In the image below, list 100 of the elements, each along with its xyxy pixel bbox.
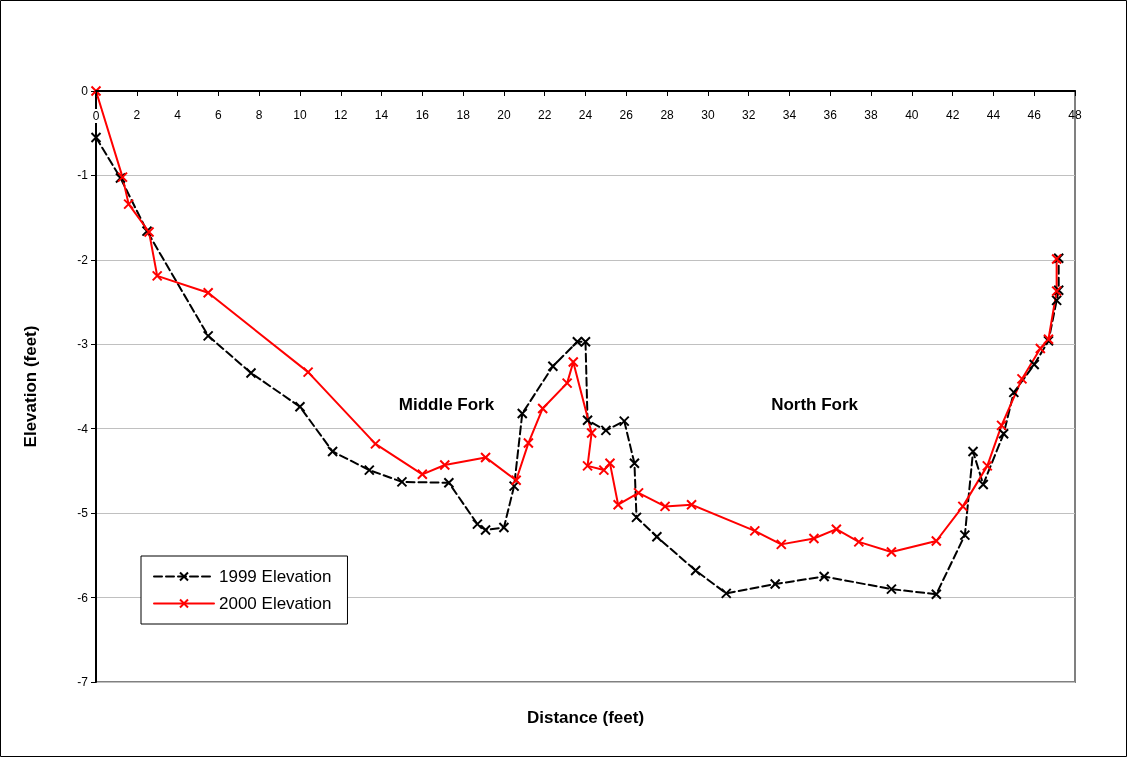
- x-tick-label: 30: [701, 108, 715, 122]
- point: [363, 464, 375, 476]
- y-axis-title: Elevation (feet): [20, 325, 40, 448]
- point: [930, 588, 942, 600]
- point: [327, 446, 339, 458]
- point: [957, 500, 969, 512]
- point: [885, 546, 897, 558]
- point: [90, 85, 102, 97]
- x-tick-label: 10: [293, 108, 307, 122]
- point: [369, 438, 381, 450]
- point: [439, 459, 451, 471]
- x-tick-label: 36: [823, 108, 838, 122]
- point: [853, 536, 865, 548]
- point: [618, 415, 630, 427]
- point: [294, 401, 306, 413]
- point: [498, 522, 510, 533]
- x-tick-label: 16: [415, 108, 430, 122]
- point: [630, 511, 642, 523]
- y-tick-label: -3: [77, 337, 89, 352]
- point: [480, 451, 492, 463]
- y-tick-label: -6: [77, 590, 89, 605]
- point: [977, 478, 989, 490]
- x-tick-label: 8: [255, 108, 263, 122]
- point: [471, 518, 483, 530]
- x-tick-label: 32: [741, 108, 756, 122]
- annotation: Middle Fork: [398, 395, 495, 415]
- point: [302, 366, 314, 378]
- point: [480, 524, 492, 536]
- point: [885, 583, 897, 595]
- x-tick-label: 38: [864, 108, 879, 122]
- point: [633, 487, 645, 499]
- point: [959, 529, 971, 541]
- point: [651, 531, 663, 543]
- point: [580, 336, 591, 348]
- point: [547, 360, 559, 372]
- point: [1008, 386, 1020, 398]
- x-tick-label: 6: [215, 108, 223, 122]
- y-tick-label: -2: [77, 252, 89, 267]
- legend-label: 1999 Elevation: [219, 567, 332, 586]
- point: [769, 578, 781, 590]
- point: [508, 480, 520, 492]
- point: [586, 427, 598, 439]
- point: [245, 367, 257, 379]
- point: [628, 457, 640, 469]
- point: [775, 538, 787, 550]
- point: [522, 437, 534, 449]
- annotation: North Fork: [771, 395, 859, 415]
- y-tick-label: -1: [77, 168, 89, 183]
- x-tick-label: 40: [905, 108, 919, 122]
- point: [996, 419, 1008, 431]
- y-tick-label: 0: [81, 84, 89, 98]
- point: [604, 457, 616, 469]
- x-tick-label: 48: [1068, 108, 1082, 122]
- x-tick-label: 26: [619, 108, 634, 122]
- x-tick-label: 20: [497, 108, 511, 122]
- point: [981, 460, 993, 472]
- point: [202, 287, 214, 299]
- point: [516, 408, 528, 420]
- x-tick-label: 12: [334, 108, 348, 122]
- point: [510, 474, 522, 486]
- point: [396, 476, 408, 488]
- y-tick-label: -7: [77, 675, 89, 689]
- point: [582, 414, 594, 426]
- point: [598, 464, 610, 476]
- y-tick-label: -4: [77, 421, 89, 436]
- point: [1028, 359, 1040, 371]
- point: [1034, 343, 1046, 355]
- point: [830, 523, 842, 535]
- point: [537, 402, 549, 414]
- point: [998, 428, 1010, 440]
- point: [686, 499, 698, 511]
- x-tick-label: 0: [92, 109, 100, 123]
- x-tick-label: 22: [538, 108, 552, 122]
- point: [151, 270, 163, 282]
- point: [202, 330, 214, 342]
- legend-label: 2000 Elevation: [219, 594, 332, 613]
- point: [123, 198, 135, 210]
- point: [567, 356, 579, 368]
- point: [749, 525, 761, 537]
- point: [967, 446, 979, 458]
- x-tick-label: 18: [456, 108, 471, 122]
- point: [612, 499, 624, 511]
- x-tick-label: 46: [1027, 108, 1042, 122]
- point: [571, 336, 583, 348]
- point: [818, 570, 830, 582]
- x-tick-label: 28: [660, 108, 675, 122]
- point: [600, 424, 612, 436]
- point: [930, 535, 942, 547]
- point: [90, 131, 102, 143]
- x-axis-title: Distance (feet): [526, 707, 645, 727]
- x-tick-label: 14: [374, 108, 389, 122]
- point: [690, 565, 702, 577]
- point: [1016, 373, 1028, 385]
- point: [659, 500, 671, 512]
- x-tick-label: 34: [782, 108, 797, 122]
- x-tick-label: 44: [986, 108, 1001, 122]
- x-tick-label: 2: [133, 108, 141, 122]
- point: [720, 587, 732, 599]
- point: [443, 477, 455, 489]
- point: [582, 460, 594, 472]
